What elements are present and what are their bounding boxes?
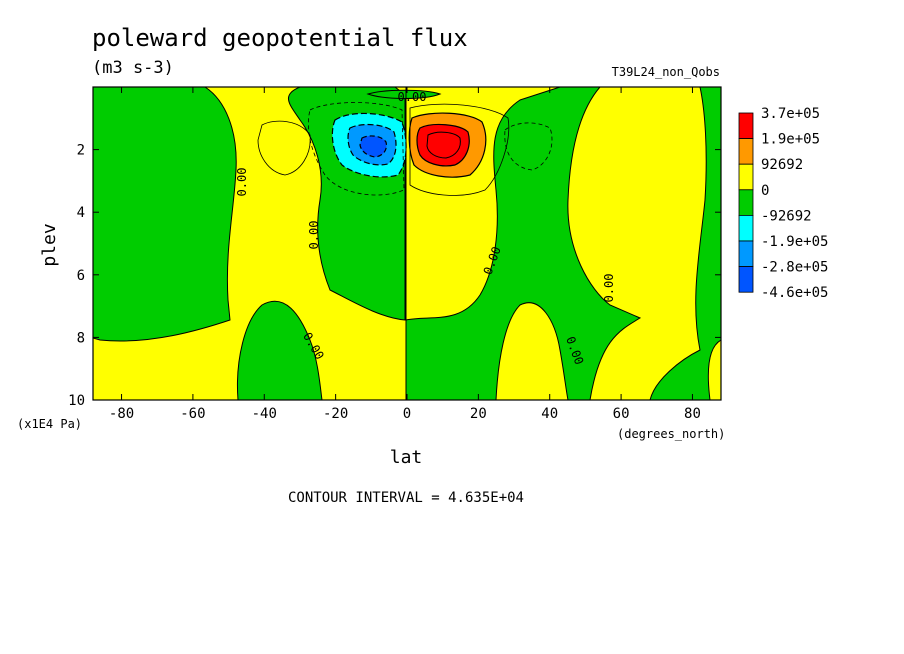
x-tick-label: -40: [252, 406, 277, 422]
color-legend: 3.7e+05 1.9e+05 92692 0 -92692 -1.9e+05 -2.8e+…: [738, 106, 828, 301]
legend-label: 92692: [761, 157, 803, 173]
legend-swatch: [738, 138, 754, 165]
green-region-sh-low: [236, 300, 323, 400]
x-tick-label: 20: [470, 406, 487, 422]
x-axis-title: lat: [390, 447, 423, 468]
x-tick-label: -80: [109, 406, 134, 422]
x-tick-label: -20: [323, 406, 348, 422]
x-tick-label: 60: [613, 406, 630, 422]
legend-swatch: [738, 189, 754, 216]
legend-swatch: [738, 112, 754, 140]
legend-swatch: [738, 266, 754, 293]
x-axis: -80 -60 -40 -20 0 20 40 60 80: [109, 87, 701, 422]
y-tick-label: 4: [77, 205, 85, 221]
legend-label: 3.7e+05: [761, 106, 820, 122]
contour-sh-weak: [257, 120, 311, 176]
legend-swatch: [738, 214, 754, 242]
y-tick-label: 10: [68, 393, 85, 409]
y-tick-label: 8: [77, 330, 85, 346]
legend-label: 1.9e+05: [761, 132, 820, 148]
contour-interval-text: CONTOUR INTERVAL = 4.635E+04: [288, 490, 524, 506]
legend-swatch: [738, 240, 754, 268]
contour-sh-dashed: [307, 102, 405, 196]
yellow-region-nh-low: [495, 302, 569, 400]
contour-top-jet: [366, 89, 442, 99]
legend-label: -4.6e+05: [761, 285, 828, 301]
run-label: T39L24_non_Qobs: [612, 65, 720, 79]
x-tick-label: 80: [684, 406, 701, 422]
green-region-nh-polar: [649, 87, 721, 400]
legend-label: -1.9e+05: [761, 234, 828, 250]
x-tick-label: 40: [541, 406, 558, 422]
y-units-label: (x1E4 Pa): [17, 417, 82, 431]
contour-nh-solid: [409, 103, 510, 196]
legend-label: -2.8e+05: [761, 260, 828, 276]
positive-inner-contour: [426, 131, 461, 159]
contour-nh-dashed: [504, 122, 553, 171]
green-region-nh-tropics: [405, 87, 642, 400]
green-region-sh-polar: [93, 87, 237, 342]
x-units-label: (degrees_north): [617, 427, 725, 441]
units-label: (m3 s-3): [92, 58, 174, 78]
chart-title: poleward geopotential flux: [92, 24, 468, 52]
y-axis-title: plev: [39, 223, 60, 266]
contour-field: [93, 87, 721, 400]
legend-swatch: [738, 163, 754, 191]
red-positive-core: [416, 123, 470, 167]
contour-label: 0.00: [398, 90, 427, 104]
legend-label: -92692: [761, 208, 812, 224]
contour-label: 0.00: [602, 274, 616, 303]
x-tick-label: 0: [403, 406, 411, 422]
contour-label: 0.00: [307, 221, 321, 250]
contour-label: 0.00: [235, 168, 249, 197]
y-axis: 2 4 6 8 10: [68, 143, 721, 409]
y-tick-label: 6: [77, 268, 85, 284]
blue-negative-core: [359, 135, 388, 158]
y-tick-label: 2: [77, 143, 85, 159]
x-tick-label: -60: [180, 406, 205, 422]
legend-label: 0: [761, 183, 769, 199]
